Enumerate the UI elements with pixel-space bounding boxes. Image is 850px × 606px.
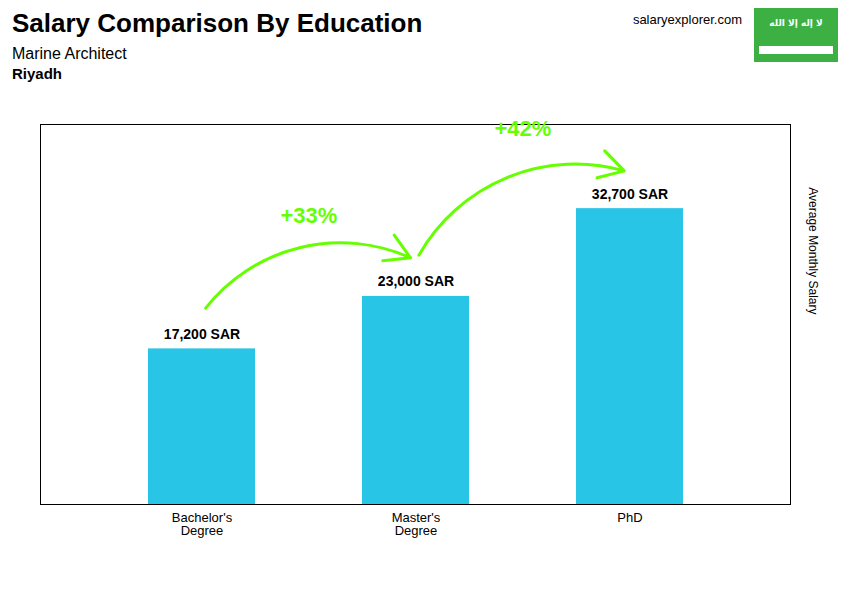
svg-text:17,200 SAR: 17,200 SAR	[164, 326, 240, 342]
svg-text:Bachelor'sDegree: Bachelor'sDegree	[172, 510, 233, 538]
svg-text:+33%: +33%	[280, 203, 337, 228]
html-text:Riyadh: Riyadh	[12, 65, 62, 82]
svg-text:32,700 SAR: 32,700 SAR	[592, 186, 668, 202]
html-text:Salary Comparison By Education: Salary Comparison By Education	[12, 8, 423, 38]
svg-text:23,000 SAR: 23,000 SAR	[378, 273, 454, 289]
html-text:salaryexplorer.com: salaryexplorer.com	[632, 12, 742, 27]
svg-text:+42%: +42%	[494, 116, 551, 141]
svg-text:Average Monthly Salary: Average Monthly Salary	[806, 187, 820, 314]
html-text:لا إله إلا الله: لا إله إلا الله	[769, 18, 823, 28]
html-text:Marine Architect: Marine Architect	[12, 45, 127, 62]
svg-text:PhD: PhD	[617, 510, 642, 525]
svg-text:Master'sDegree: Master'sDegree	[392, 510, 441, 538]
